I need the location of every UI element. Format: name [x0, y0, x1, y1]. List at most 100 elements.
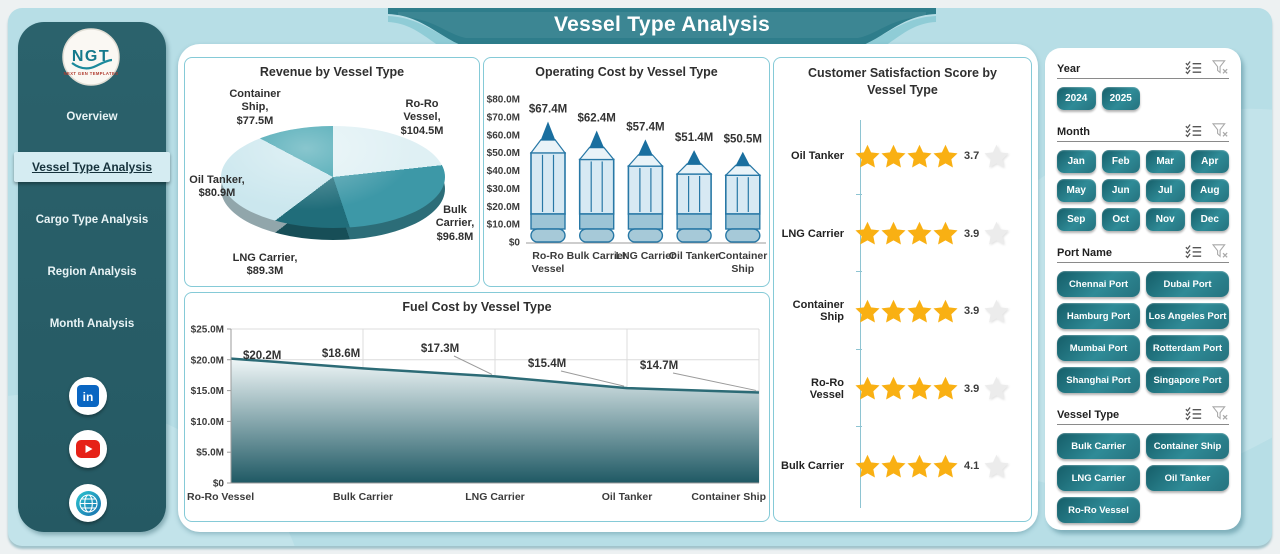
chart-text: Ro-Ro Vessel: [187, 491, 254, 503]
star-icon: [933, 376, 958, 400]
filter-option-apr[interactable]: Apr: [1190, 150, 1229, 173]
star-icon: [933, 144, 958, 168]
filter-option-rotterdam-port[interactable]: Rotterdam Port: [1146, 335, 1229, 361]
filter-option-dec[interactable]: Dec: [1190, 208, 1229, 231]
chart-text: $67.4M: [529, 104, 567, 116]
star-icon: [881, 144, 906, 168]
rating-category-label: Oil Tanker: [791, 150, 844, 162]
youtube-icon: [76, 440, 100, 458]
sidebar-item-cargo-type-analysis[interactable]: Cargo Type Analysis: [35, 214, 149, 226]
select-all-icon[interactable]: [1185, 123, 1202, 138]
filter-option-chennai-port[interactable]: Chennai Port: [1057, 271, 1140, 297]
filter-option-nov[interactable]: Nov: [1146, 208, 1185, 231]
select-all-icon[interactable]: [1185, 60, 1202, 75]
filter-option-sep[interactable]: Sep: [1057, 208, 1096, 231]
filter-option-singapore-port[interactable]: Singapore Port: [1146, 367, 1229, 393]
filter-option-jun[interactable]: Jun: [1101, 179, 1140, 202]
clear-filter-icon[interactable]: [1212, 123, 1229, 138]
operating-cost-chart-card: Operating Cost by Vessel Type $80.0M $70.…: [483, 57, 770, 287]
chart-text: $14.7M: [640, 360, 678, 372]
select-all-icon[interactable]: [1185, 406, 1202, 421]
star-icon: [933, 221, 958, 245]
filter-option-2024[interactable]: 2024: [1057, 87, 1096, 110]
chart-text: $18.6M: [322, 348, 360, 360]
clear-filter-icon[interactable]: [1212, 406, 1229, 421]
star-icon: [984, 144, 1009, 168]
fuel-cost-chart-card: Fuel Cost by Vessel Type $0 $5.0M $10.0M $1…: [184, 292, 770, 522]
star-icon: [984, 221, 1009, 245]
filter-option-container-ship[interactable]: Container Ship: [1146, 433, 1229, 459]
pie-label-lng-carrier: LNG Carrier, $89.3M: [232, 252, 298, 278]
area-chart: $0 $5.0M $10.0M $15.0M $20.0M $25.0M $20.2M $18…: [187, 325, 766, 504]
star-icon: [855, 376, 880, 400]
sidebar-item-overview[interactable]: Overview: [66, 111, 118, 123]
chart-text: Container Ship: [691, 491, 766, 503]
star-icon: [881, 454, 906, 478]
slicer-icons: [1185, 406, 1229, 421]
satisfaction-chart-card: Customer Satisfaction Score by Vessel Ty…: [773, 57, 1032, 522]
chart-text: $25.0M: [191, 325, 224, 336]
filter-option-oil-tanker[interactable]: Oil Tanker: [1146, 465, 1229, 491]
pie-label-ro-ro-vessel: Ro-Ro Vessel, $104.5M: [400, 98, 444, 137]
filter-option-jan[interactable]: Jan: [1057, 150, 1096, 173]
chart-text: Oil Tanker: [602, 491, 653, 503]
charts-container: Revenue by Vessel Type Ro-Ro Vessel, $104.…: [178, 44, 1038, 532]
filter-option-dubai-port[interactable]: Dubai Port: [1146, 271, 1229, 297]
linkedin-button[interactable]: in: [69, 377, 107, 415]
chart-text: $30.0M: [487, 184, 520, 195]
website-button[interactable]: [69, 484, 107, 522]
filter-option-2025[interactable]: 2025: [1101, 87, 1140, 110]
star-rating: 4.1: [854, 453, 1009, 480]
slicer-icons: [1185, 244, 1229, 259]
star-icon: [907, 299, 932, 323]
clear-filter-icon[interactable]: [1212, 244, 1229, 259]
star-icon: [933, 454, 958, 478]
filter-option-oct[interactable]: Oct: [1101, 208, 1140, 231]
pencil-bar-ro-ro-vessel: [529, 121, 567, 243]
logo-subtext: NEXT GEN TEMPLATES: [64, 71, 119, 76]
category-axis: [860, 120, 861, 508]
title-banner: [388, 8, 936, 62]
dashboard-panel: Vessel Type Analysis NGT NEXT GEN TEMPLA…: [8, 8, 1272, 546]
filter-option-ro-ro-vessel[interactable]: Ro-Ro Vessel: [1057, 497, 1140, 523]
globe-icon: [75, 490, 101, 516]
chart-text: $50.5M: [724, 134, 762, 146]
star-icon: [881, 221, 906, 245]
filter-option-aug[interactable]: Aug: [1190, 179, 1229, 202]
filter-option-mar[interactable]: Mar: [1146, 150, 1185, 173]
rating-row-ro-ro-vessel: Ro-Ro Vessel 3.9: [774, 374, 1031, 404]
star-icon: [855, 144, 880, 168]
star-icon: [907, 221, 932, 245]
axis-tick: [856, 271, 862, 272]
filter-option-bulk-carrier[interactable]: Bulk Carrier: [1057, 433, 1140, 459]
sidebar-item-vessel-type-analysis[interactable]: Vessel Type Analysis: [14, 152, 170, 182]
pie-label-bulk-carrier: Bulk Carrier, $96.8M: [435, 204, 475, 243]
filter-option-shanghai-port[interactable]: Shanghai Port: [1057, 367, 1140, 393]
filter-option-feb[interactable]: Feb: [1101, 150, 1140, 173]
sidebar-item-month-analysis[interactable]: Month Analysis: [49, 318, 135, 330]
rating-row-bulk-carrier: Bulk Carrier 4.1: [774, 451, 1031, 481]
chart-text: $0: [509, 238, 521, 249]
filter-option-hamburg-port[interactable]: Hamburg Port: [1057, 303, 1140, 329]
select-all-icon[interactable]: [1185, 244, 1202, 259]
filter-section-year: Year 2024 2025: [1057, 60, 1229, 110]
youtube-button[interactable]: [69, 430, 107, 468]
filter-option-los-angeles-port[interactable]: Los Angeles Port: [1146, 303, 1229, 329]
linkedin-icon: in: [77, 385, 99, 407]
star-icon: [881, 299, 906, 323]
chart-text: $20.0M: [487, 202, 520, 213]
filter-option-mumbai-port[interactable]: Mumbai Port: [1057, 335, 1140, 361]
pencil-bar-bulk-carrier: [578, 130, 615, 243]
filter-option-may[interactable]: May: [1057, 179, 1096, 202]
filter-option-lng-carrier[interactable]: LNG Carrier: [1057, 465, 1140, 491]
chart-text: $40.0M: [487, 166, 520, 177]
chart-text: $17.3M: [421, 343, 459, 355]
filter-section-label: Vessel Type: [1057, 409, 1120, 421]
star-icon: [907, 144, 932, 168]
clear-filter-icon[interactable]: [1212, 60, 1229, 75]
sidebar-item-region-analysis[interactable]: Region Analysis: [47, 266, 137, 278]
filter-option-jul[interactable]: Jul: [1146, 179, 1185, 202]
chart-text: LNG Carrier: [616, 250, 676, 262]
axis-tick: [856, 193, 862, 195]
chart-text: $70.0M: [487, 112, 520, 123]
